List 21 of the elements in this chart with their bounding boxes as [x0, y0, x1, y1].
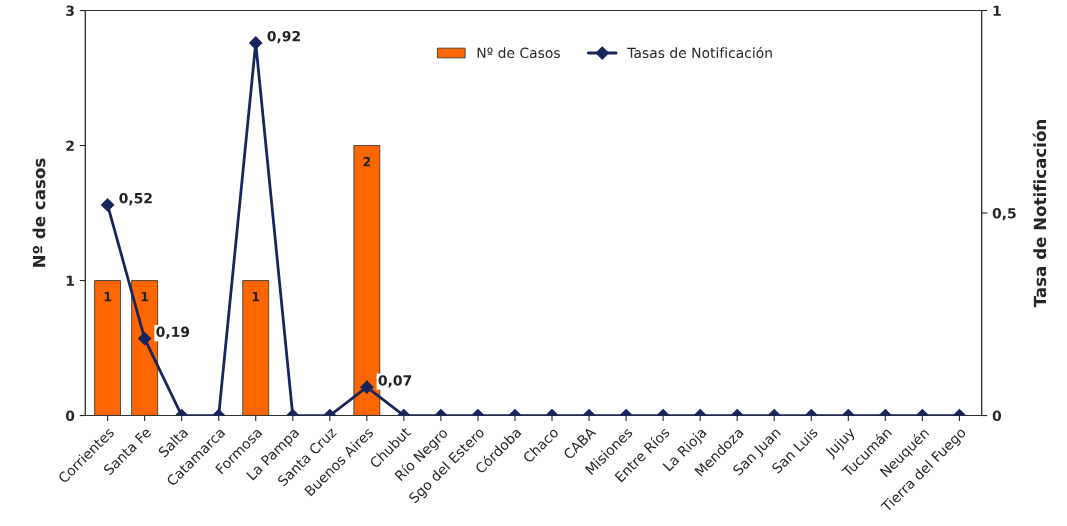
data-label: 1 [104, 292, 112, 302]
y-axis-title: Nº de casos [32, 158, 46, 267]
legend-label: Nº de Casos [477, 47, 560, 59]
y2-tick-label: 1 [993, 5, 1001, 16]
y2-tick-label: 0,5 [992, 208, 1016, 221]
data-label: 2 [363, 156, 371, 167]
y2-tick-label: 0 [992, 410, 1002, 422]
point [100, 198, 115, 212]
y-tick-label: 3 [66, 5, 74, 16]
data-label: 1 [141, 292, 149, 302]
y2-axis-title: Tasa de Notificación [1032, 120, 1047, 308]
y-tick-label: 1 [66, 275, 74, 286]
data-label: 0,92 [267, 30, 300, 44]
point [249, 36, 263, 50]
y-tick-label: 0 [65, 410, 75, 422]
y-tick-label: 2 [66, 140, 74, 151]
data-label: 1 [252, 292, 260, 302]
data-label: 0,52 [119, 192, 152, 206]
data-label: 0,07 [378, 375, 412, 388]
legend-label: Tasas de Notificación [627, 46, 772, 59]
data-label: 0,19 [156, 326, 190, 339]
